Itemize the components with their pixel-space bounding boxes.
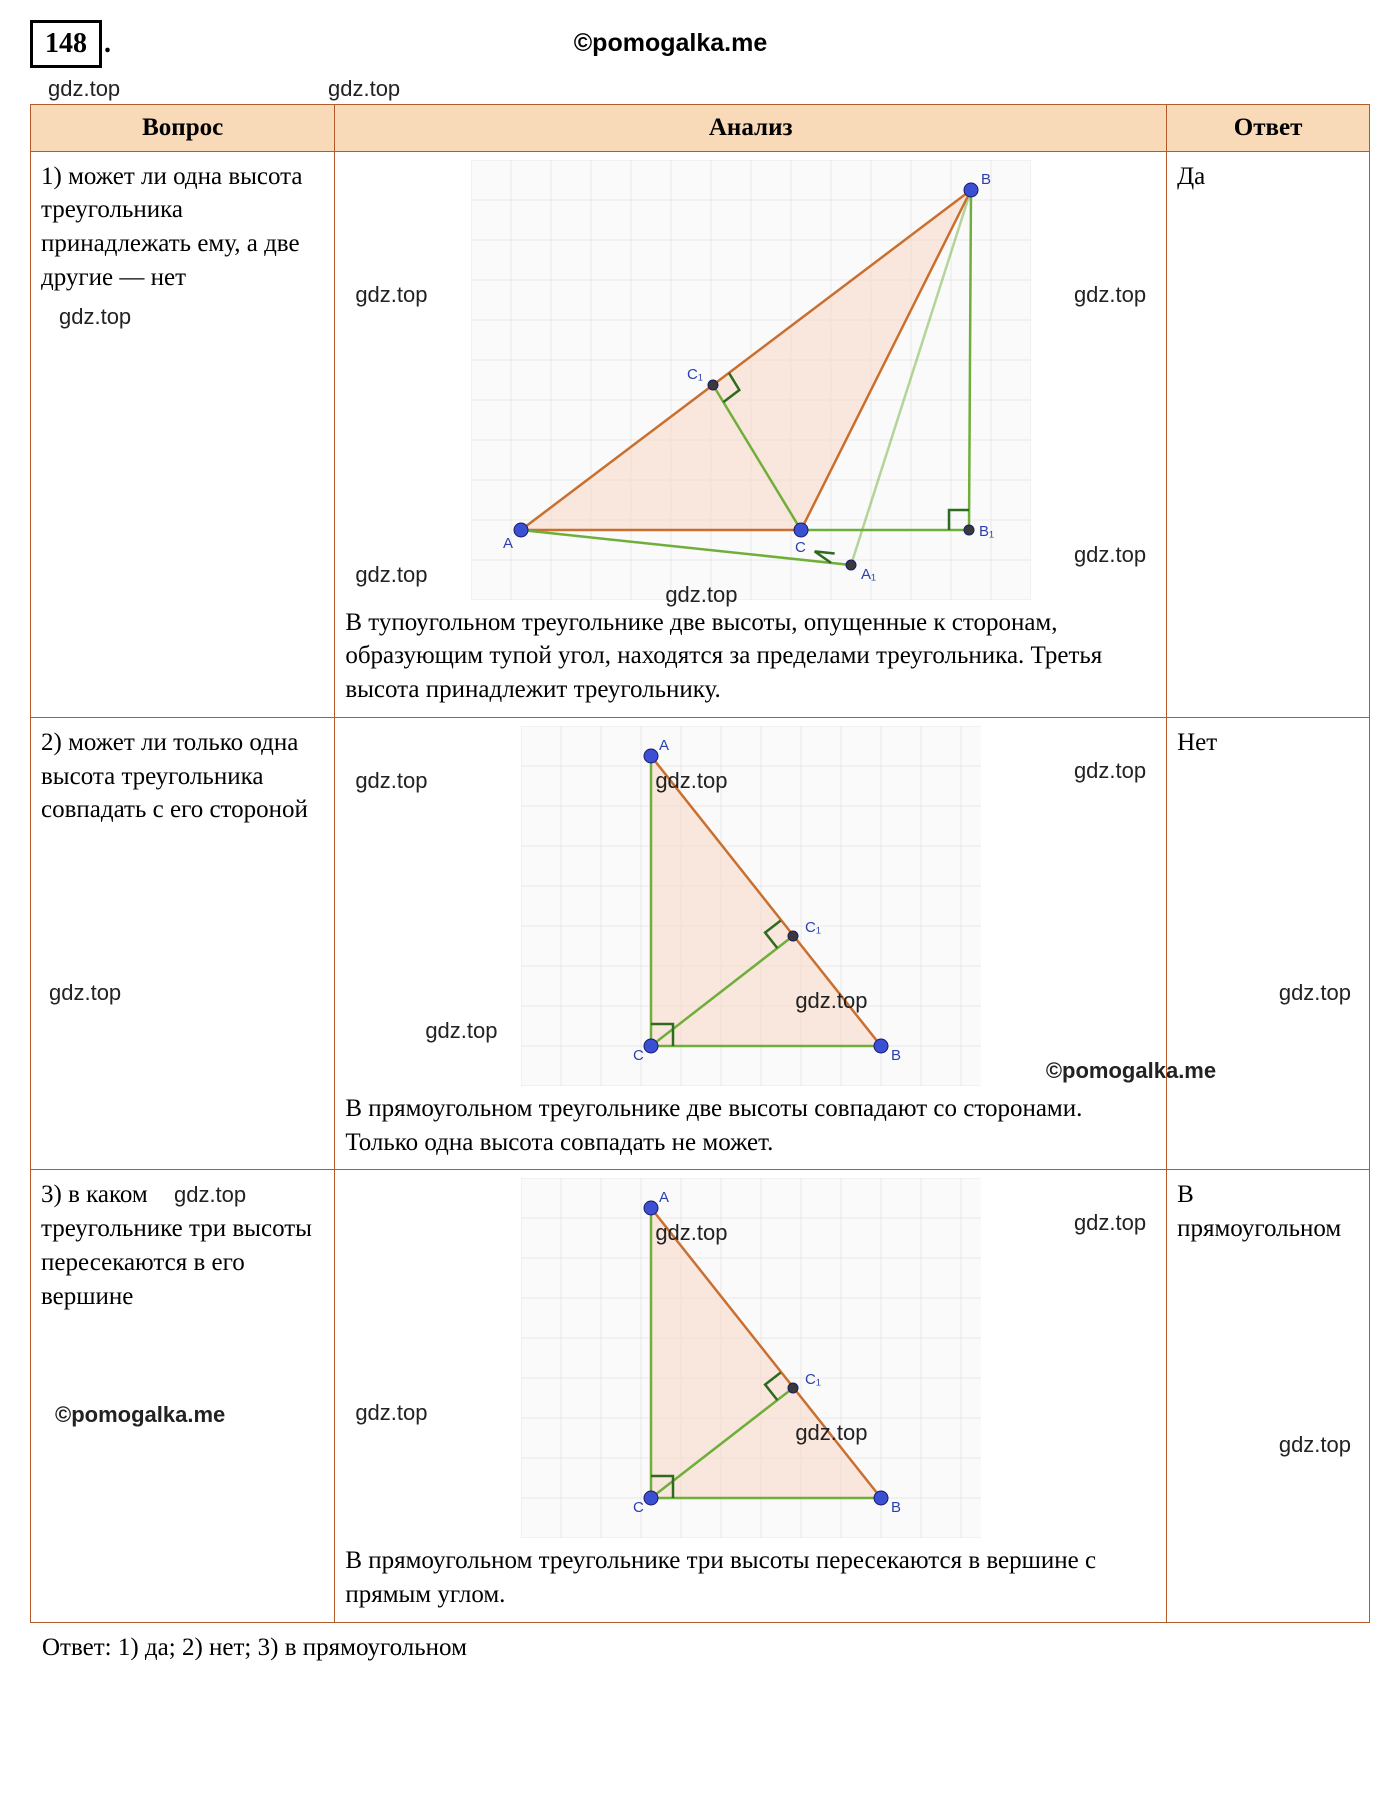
watermark: gdz.top <box>665 580 737 610</box>
diagram-1: gdz.top gdz.top gdz.top gdz.top gdz.top … <box>345 160 1156 600</box>
svg-text:C₁: C₁ <box>805 1371 821 1388</box>
problem-number: 148 <box>30 20 102 68</box>
svg-text:C₁: C₁ <box>687 366 703 383</box>
watermark: gdz.top <box>355 766 427 796</box>
question-text: 3) в каком gdz.top треугольнике три высо… <box>41 1178 324 1313</box>
svg-text:A: A <box>659 737 669 754</box>
cell-question: 3) в каком gdz.top треугольнике три высо… <box>31 1170 335 1623</box>
cell-answer: В прямоугольном gdz.top <box>1167 1170 1370 1623</box>
cell-answer: Нет gdz.top <box>1167 717 1370 1170</box>
watermark: gdz.top <box>355 560 427 590</box>
watermark: gdz.top <box>425 1016 497 1046</box>
analysis-text: В тупоугольном треугольнике две высоты, … <box>345 606 1156 707</box>
copyright-wm: ©pomogalka.me <box>55 1400 225 1430</box>
svg-text:A: A <box>659 1189 669 1206</box>
cell-question: 2) может ли только одна высота треугольн… <box>31 717 335 1170</box>
watermark: gdz.top <box>1074 1208 1146 1238</box>
watermark: gdz.top <box>174 1182 246 1207</box>
analysis-text: В прямоугольном треугольнике две высоты … <box>345 1092 1156 1160</box>
analysis-text: В прямоугольном треугольнике три высоты … <box>345 1544 1156 1612</box>
watermark: gdz.top <box>355 1398 427 1428</box>
svg-text:B: B <box>981 171 991 188</box>
table-row: 3) в каком gdz.top треугольнике три высо… <box>31 1170 1370 1623</box>
watermark: gdz.top <box>1074 756 1146 786</box>
cell-question: 1) может ли одна высота треугольника при… <box>31 151 335 717</box>
q3-part1: 3) в каком <box>41 1181 148 1208</box>
question-text: 2) может ли только одна высота треугольн… <box>41 726 324 827</box>
watermark: gdz.top <box>48 74 120 104</box>
diagram-2: gdz.top gdz.top gdz.top gdz.top gdz.top … <box>345 726 1156 1086</box>
watermark: gdz.top <box>355 280 427 310</box>
svg-text:C: C <box>795 539 806 556</box>
diagram-svg-2: A C B C₁ <box>521 726 981 1086</box>
watermark: gdz.top <box>328 74 400 104</box>
answer-text: Да <box>1177 160 1359 194</box>
watermark: gdz.top <box>795 1418 867 1448</box>
question-text: 1) может ли одна высота треугольника при… <box>41 160 324 295</box>
cell-answer: Да <box>1167 151 1370 717</box>
watermark: gdz.top <box>1074 280 1146 310</box>
watermark: gdz.top <box>655 1218 727 1248</box>
watermark: gdz.top <box>1279 978 1351 1008</box>
answer-text: В прямоугольном <box>1177 1178 1359 1246</box>
th-question: Вопрос <box>31 104 335 151</box>
diagram-3: gdz.top gdz.top gdz.top gdz.top A C B C₁ <box>345 1178 1156 1538</box>
cell-analysis: gdz.top gdz.top gdz.top gdz.top gdz.top … <box>335 151 1167 717</box>
main-table: Вопрос Анализ Ответ 1) может ли одна выс… <box>30 104 1370 1623</box>
watermark-row-top: gdz.top gdz.top <box>30 74 1370 100</box>
cell-analysis: gdz.top gdz.top gdz.top gdz.top A C B C₁ В … <box>335 1170 1167 1623</box>
header-row: 148 . ©pomogalka.me <box>30 20 1370 68</box>
svg-text:B: B <box>891 1499 901 1516</box>
cell-analysis: gdz.top gdz.top gdz.top gdz.top gdz.top … <box>335 717 1167 1170</box>
q3-part2: треугольнике три высоты пересекаются в е… <box>41 1215 312 1310</box>
problem-number-dot: . <box>104 25 111 63</box>
svg-text:C: C <box>633 1047 644 1064</box>
svg-text:C: C <box>633 1499 644 1516</box>
svg-text:B₁: B₁ <box>979 523 994 540</box>
watermark: gdz.top <box>1074 540 1146 570</box>
th-analysis: Анализ <box>335 104 1167 151</box>
watermark: gdz.top <box>655 766 727 796</box>
svg-text:B: B <box>891 1047 901 1064</box>
svg-text:C₁: C₁ <box>805 919 821 936</box>
table-row: 2) может ли только одна высота треугольн… <box>31 717 1370 1170</box>
svg-text:A: A <box>503 535 513 552</box>
th-answer: Ответ <box>1167 104 1370 151</box>
diagram-svg-1: A B C C₁ B₁ A₁ <box>471 160 1031 600</box>
watermark: gdz.top <box>59 302 131 332</box>
table-row: 1) может ли одна высота треугольника при… <box>31 151 1370 717</box>
final-answer: Ответ: 1) да; 2) нет; 3) в прямоугольном <box>30 1631 1370 1665</box>
copyright-top: ©pomogalka.me <box>111 27 1370 61</box>
svg-text:A₁: A₁ <box>861 566 876 583</box>
watermark: gdz.top <box>1279 1430 1351 1460</box>
watermark: gdz.top <box>795 986 867 1016</box>
answer-text: Нет <box>1177 726 1359 760</box>
diagram-svg-3: A C B C₁ <box>521 1178 981 1538</box>
watermark: gdz.top <box>49 978 121 1008</box>
